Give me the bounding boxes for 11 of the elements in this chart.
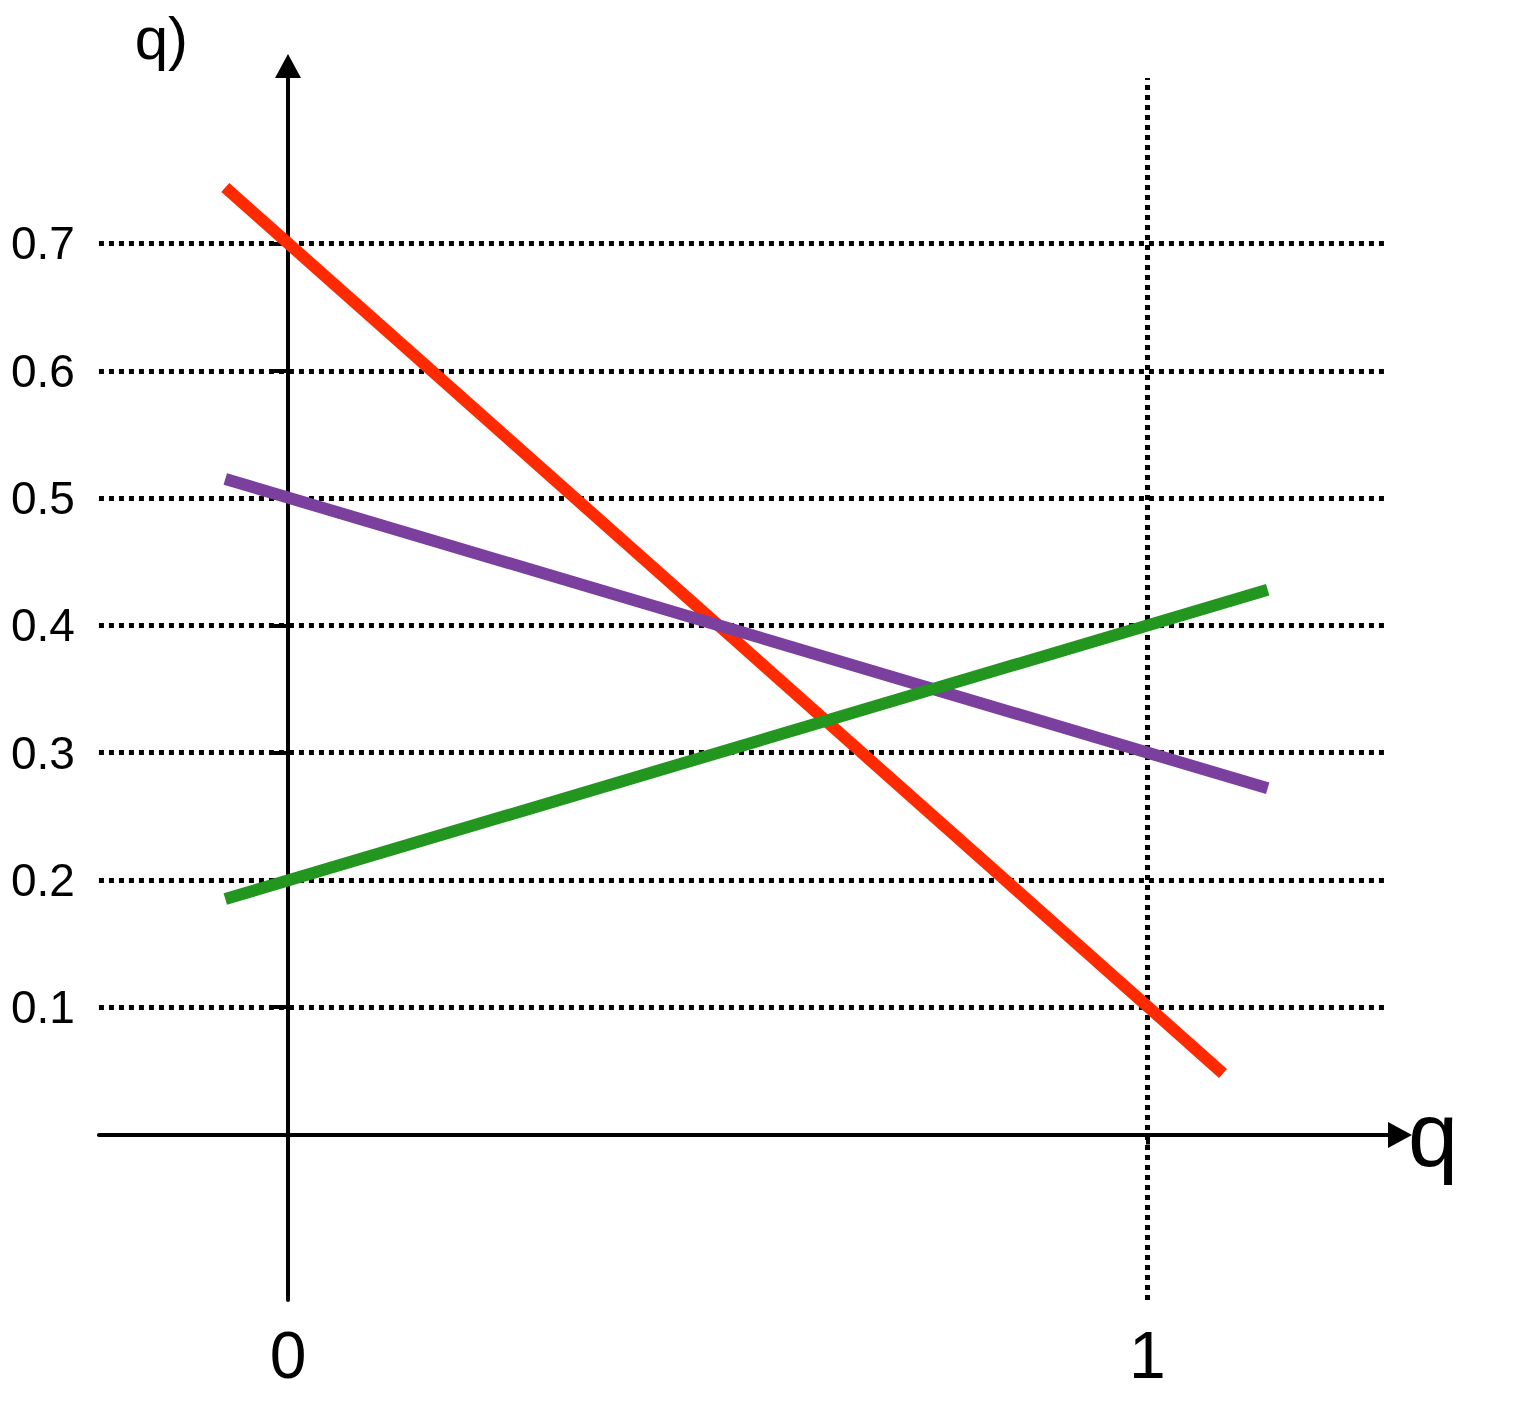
y-tick-label: 0.3 (10, 726, 75, 779)
y-tick-label: 0.1 (10, 981, 75, 1034)
y-tick-label: 0.7 (10, 217, 75, 270)
y-tick-label: 0.6 (10, 344, 75, 397)
x-tick-label: 1 (1129, 1318, 1166, 1392)
x-tick-label: 0 (269, 1318, 307, 1392)
x-axis-title: q (1408, 1084, 1459, 1185)
y-tick-label: 0.4 (10, 599, 75, 652)
y-axis-title: q) (134, 4, 189, 72)
y-tick-label: 0.5 (10, 472, 75, 525)
y-tick-label: 0.2 (10, 853, 75, 906)
